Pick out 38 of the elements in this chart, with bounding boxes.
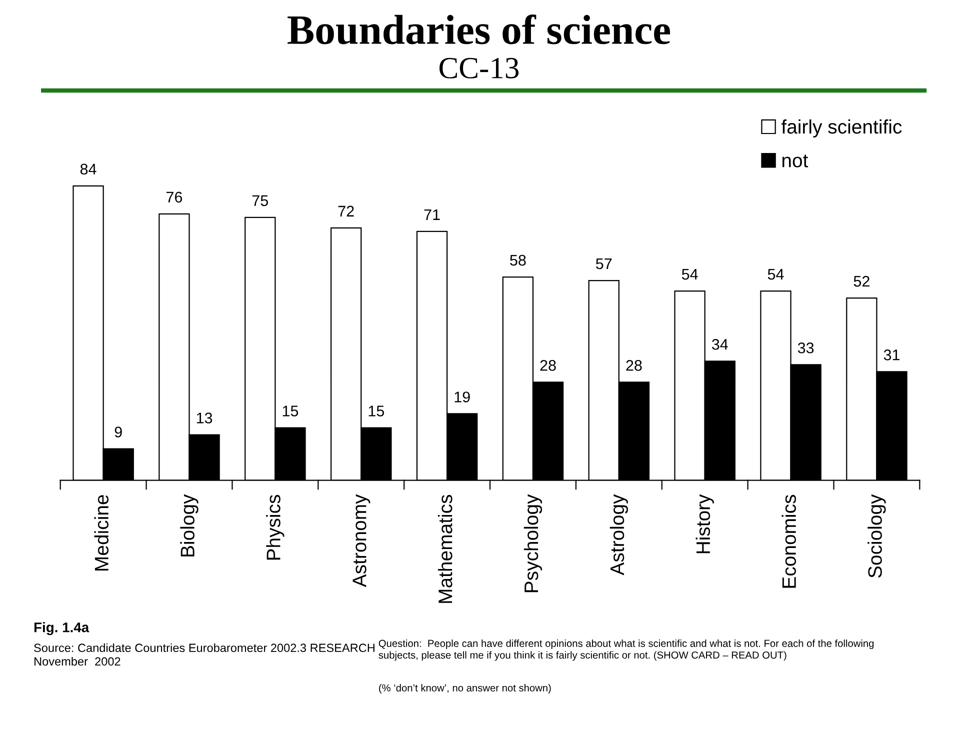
legend-label: not [782, 154, 808, 168]
data-label: 15 [282, 406, 298, 416]
x-tick-label: Sociology [868, 494, 886, 578]
data-label: 28 [540, 360, 556, 371]
data-label: 13 [196, 412, 212, 424]
chart-subtitle: CC-13 [440, 58, 519, 78]
data-label: 9 [114, 426, 122, 438]
x-tick-label: History [696, 494, 714, 554]
data-label: 19 [454, 392, 470, 402]
chart-title: Boundaries of science [288, 14, 670, 44]
data-label: 76 [166, 192, 182, 203]
data-label: 33 [798, 342, 814, 354]
text: Question: People can have different opinions about what is scientific and what is not. For each of the following subjects, please tell me if you think it is fairly scientific or not. (SHOW CARD – READ OUT) [378, 640, 874, 661]
x-tick-label: Biology [180, 494, 198, 556]
text: (% ‘don’t know’, no answer not shown) [379, 684, 551, 694]
x-tick-label: Economics [782, 494, 796, 588]
data-label: 34 [712, 338, 728, 350]
data-label: 58 [510, 254, 526, 266]
data-label: 75 [252, 195, 268, 206]
x-tick-label: Mathematics [438, 494, 452, 603]
x-tick-label: Psychology [524, 494, 542, 592]
data-label: 72 [338, 206, 354, 216]
data-label: 31 [884, 350, 900, 360]
data-label: 15 [368, 406, 384, 416]
data-label: 84 [80, 164, 96, 175]
data-label: 71 [424, 209, 440, 220]
x-tick-label: Medicine [94, 495, 109, 570]
legend-label: fairly scientific [781, 119, 902, 138]
data-label: 28 [626, 360, 642, 371]
data-label: 57 [596, 258, 612, 270]
data-label: 52 [854, 276, 870, 287]
source-note: Source: Candidate Countries Eurobarometer 2002.3 RESEARCH November 2002 [34, 643, 374, 666]
x-tick-label: Astronomy [352, 494, 370, 588]
data-label: 54 [768, 269, 784, 280]
x-tick-label: Physics [266, 494, 284, 560]
data-label: 54 [682, 269, 698, 280]
x-tick-label: Astrology [610, 494, 628, 576]
caption: Fig. 1.4a [34, 622, 90, 636]
